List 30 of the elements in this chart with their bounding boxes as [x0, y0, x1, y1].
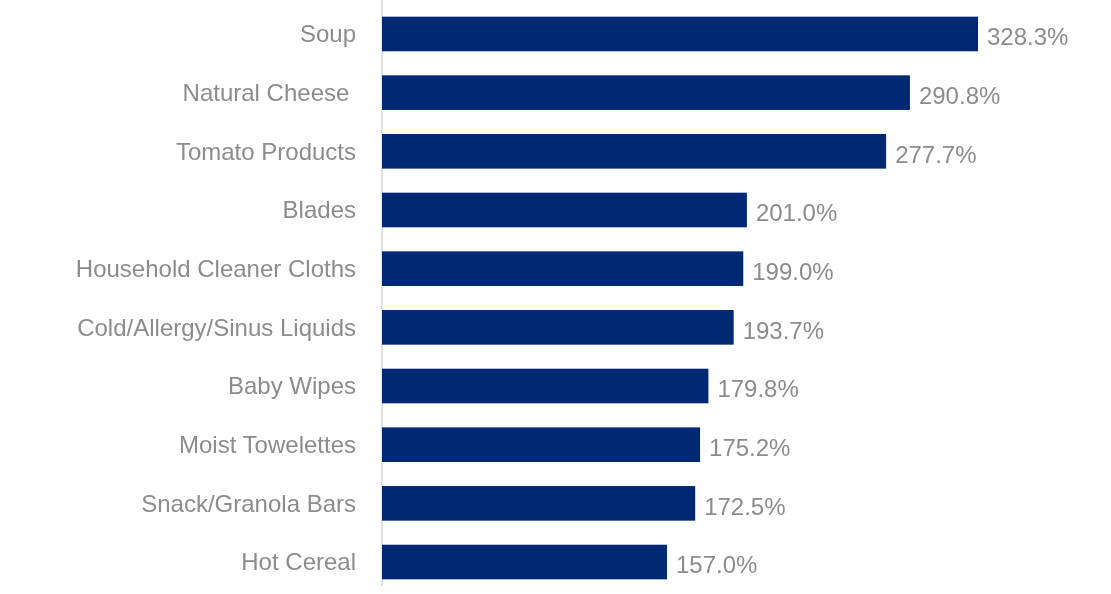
bar — [382, 544, 668, 580]
bar — [382, 368, 709, 404]
data-label: 193.7% — [742, 316, 825, 344]
data-label: 328.3% — [987, 23, 1069, 51]
bar — [382, 310, 734, 345]
bar — [382, 16, 978, 52]
y-tick-label: Snack/Granola Bars — [141, 489, 356, 517]
data-label: 201.0% — [755, 199, 838, 227]
data-label: 157.0% — [676, 551, 758, 579]
y-tick-label: Moist Towelettes — [179, 431, 356, 459]
bar — [382, 75, 910, 110]
y-tick-label: Blades — [282, 196, 356, 224]
y-tick-label: Soup — [299, 20, 356, 48]
bar — [382, 427, 701, 462]
y-tick-label: Cold/Allergy/Sinus Liquids — [77, 313, 356, 341]
y-tick-label: Hot Cereal — [241, 548, 356, 576]
data-label: 172.5% — [704, 492, 786, 520]
bar — [382, 251, 744, 286]
bar — [382, 486, 696, 521]
bar — [382, 192, 747, 228]
y-tick-label: Natural Cheese — [182, 79, 356, 107]
y-tick-label: Baby Wipes — [227, 372, 356, 400]
y-tick-label: Tomato Products — [175, 137, 356, 165]
data-label: 175.2% — [709, 434, 791, 462]
data-label: 290.8% — [918, 82, 1001, 110]
bar — [382, 134, 887, 169]
y-tick-label: Household Cleaner Cloths — [75, 255, 356, 283]
data-label: 277.7% — [895, 140, 977, 168]
data-label: 199.0% — [752, 258, 834, 286]
data-label: 179.8% — [717, 375, 799, 403]
